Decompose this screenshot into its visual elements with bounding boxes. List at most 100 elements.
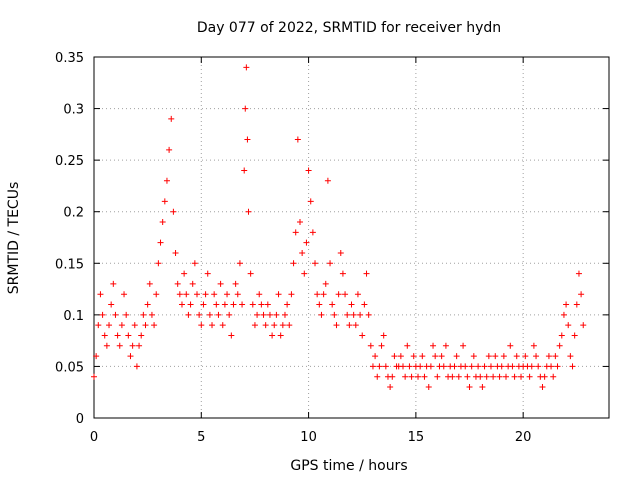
plot-frame [93,56,610,419]
data-point [202,291,209,298]
data-point [432,353,439,360]
data-point [354,291,361,298]
data-point [427,363,434,370]
data-point [481,363,488,370]
y-tick-label: 0.2 [63,206,84,221]
data-point [415,373,422,380]
data-point [342,291,349,298]
data-point [183,291,190,298]
data-point [438,353,445,360]
data-point [245,208,252,215]
data-point [176,291,183,298]
data-point [129,342,136,349]
data-point [191,260,198,267]
data-point [331,311,338,318]
data-point [389,373,396,380]
data-point [153,291,160,298]
data-point [121,291,128,298]
data-point [535,363,542,370]
data-point [273,311,280,318]
data-point [492,353,499,360]
data-point [513,353,520,360]
data-point [333,322,340,329]
data-point [533,353,540,360]
y-tick-label: 0.35 [55,51,84,66]
data-point [264,301,271,308]
data-point [242,105,249,112]
data-point [279,322,286,329]
y-tick-label: 0.05 [55,360,84,375]
data-point [329,301,336,308]
data-point [91,373,97,380]
data-point [275,291,282,298]
data-point [133,363,140,370]
data-point [548,363,555,370]
data-point [110,280,117,287]
data-point [198,322,205,329]
data-point [262,322,269,329]
data-point [131,322,138,329]
data-point [294,136,301,143]
data-point [578,291,585,298]
data-point [378,342,385,349]
data-point [541,373,548,380]
data-point [451,363,458,370]
data-point [260,311,267,318]
data-point [363,270,370,277]
data-point [567,353,574,360]
data-point [266,311,273,318]
data-point [108,301,115,308]
data-point [234,291,241,298]
data-point [361,301,368,308]
data-point [148,311,155,318]
data-point [170,208,177,215]
data-point [573,301,580,308]
data-point [327,260,334,267]
data-point [374,373,381,380]
data-point [178,301,185,308]
data-point [112,311,119,318]
axis-ticks: 0 0.05 0.1 0.15 0.2 0.25 0.3 0.35 0 5 10 15 20 [55,51,609,445]
data-point [387,384,394,391]
data-point [335,291,342,298]
data-point [462,363,469,370]
data-point [213,301,220,308]
data-point [99,311,106,318]
data-point [569,363,576,370]
data-point [440,363,447,370]
data-point [241,167,248,174]
x-axis-label: GPS time / hours [290,458,407,474]
grid [94,57,609,418]
data-point [442,342,449,349]
data-point [155,260,162,267]
data-point [181,270,188,277]
data-point [552,353,559,360]
data-point [402,373,409,380]
data-point [258,301,265,308]
data-point [309,229,316,236]
data-point [118,322,125,329]
y-tick-label: 0.1 [63,309,84,324]
data-point [196,311,203,318]
data-point [299,249,306,256]
data-point [357,311,364,318]
data-point [500,353,507,360]
data-point [528,363,535,370]
data-point [485,353,492,360]
data-point [185,311,192,318]
data-point [277,332,284,339]
data-point [391,353,398,360]
data-point [206,311,213,318]
data-point [545,353,552,360]
data-point [337,249,344,256]
data-point [563,301,570,308]
data-point [490,373,497,380]
data-point [560,311,567,318]
y-tick-label: 0.15 [55,257,84,272]
data-point [236,260,243,267]
data-point [230,301,237,308]
data-point [350,311,357,318]
data-point [314,291,321,298]
x-tick-label: 10 [300,430,317,445]
